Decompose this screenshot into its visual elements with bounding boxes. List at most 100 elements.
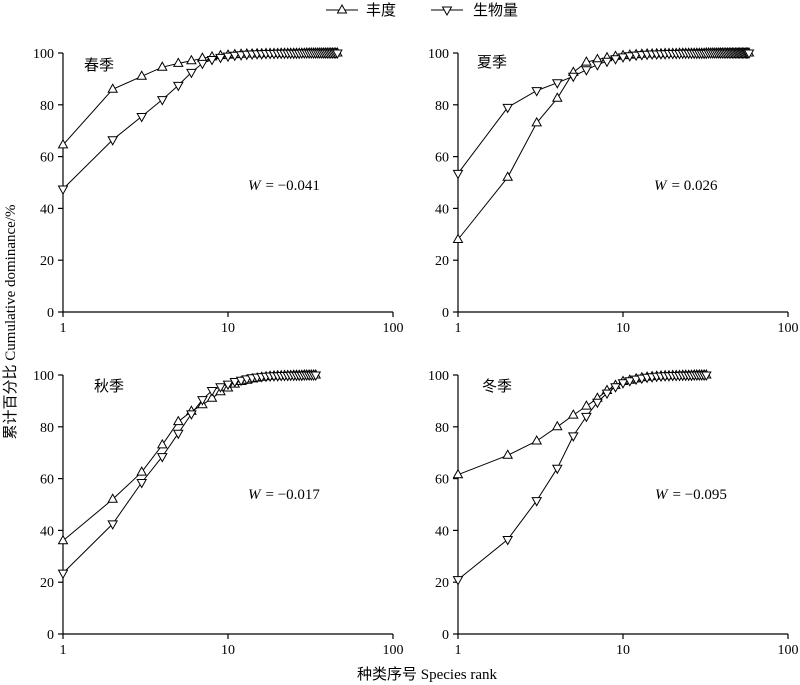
y-tick-label: 0 — [47, 306, 54, 321]
triangle-down-icon — [441, 6, 453, 17]
panel-title: 秋季 — [94, 377, 124, 395]
w-symbol: W — [655, 487, 669, 503]
abundance-marker — [452, 468, 464, 479]
abundance-line — [62, 374, 316, 542]
w-statistic: W = −0.041 — [248, 178, 320, 194]
biomass-marker — [229, 51, 241, 62]
biomass-marker — [222, 52, 234, 63]
biomass-marker — [551, 464, 563, 475]
biomass-marker — [743, 49, 755, 60]
abundance-marker — [186, 54, 197, 65]
biomass-marker — [332, 49, 343, 60]
biomass-marker — [581, 412, 592, 423]
series-abundance — [57, 368, 322, 545]
y-tick-label: 100 — [428, 369, 449, 384]
abundance-marker — [172, 415, 184, 426]
biomass-marker — [57, 569, 69, 580]
y-tick-label: 60 — [435, 473, 449, 488]
abundance-marker — [531, 116, 543, 127]
y-tick-label: 0 — [47, 628, 54, 643]
x-tick-label: 10 — [616, 643, 630, 658]
abundance-marker — [502, 449, 514, 459]
y-tick-label: 100 — [33, 47, 54, 62]
abundance-marker — [206, 392, 218, 402]
x-tick-label: 1 — [455, 643, 462, 658]
panel-autumn: 0 20 40 60 80 100 1 10 100 秋季 W = −0.017 — [33, 368, 404, 658]
x-tick-label: 10 — [221, 321, 235, 336]
x-tick-label: 100 — [778, 643, 799, 658]
biomass-marker — [136, 479, 148, 489]
biomass-marker — [206, 387, 218, 397]
abundance-line — [457, 52, 749, 240]
biomass-line — [457, 374, 707, 580]
biomass-marker — [592, 61, 603, 71]
biomass-marker — [215, 53, 226, 64]
y-tick-label: 0 — [442, 628, 449, 643]
biomass-marker — [502, 536, 514, 546]
w-symbol: W — [654, 178, 668, 194]
y-axis-title: 累计百分比 Cumulative dominance/% — [2, 205, 19, 440]
abundance-marker — [551, 420, 563, 431]
biomass-marker — [107, 136, 119, 146]
w-symbol: W — [248, 178, 262, 194]
biomass-line — [62, 374, 316, 574]
abundance-marker — [452, 233, 464, 243]
biomass-marker — [502, 103, 514, 114]
biomass-marker — [235, 376, 247, 387]
x-tick-label: 100 — [778, 321, 799, 336]
y-tick-label: 60 — [435, 151, 449, 166]
biomass-marker — [567, 72, 579, 83]
panel-spring: 0 20 40 60 80 100 1 10 100 春季 W = −0.041 — [33, 46, 404, 336]
biomass-marker — [610, 383, 621, 393]
abundance-marker — [156, 438, 168, 449]
biomass-marker — [136, 113, 148, 123]
y-tick-label: 20 — [40, 576, 54, 591]
abundance-marker — [502, 171, 514, 181]
y-tick-label: 80 — [435, 421, 449, 436]
series-biomass — [452, 49, 755, 180]
series-biomass — [57, 371, 322, 580]
y-tick-label: 80 — [40, 99, 54, 114]
biomass-marker — [630, 375, 642, 386]
w-statistic: W = −0.017 — [248, 487, 320, 503]
x-tick-label: 10 — [221, 643, 235, 658]
panel-title: 冬季 — [482, 377, 512, 395]
abundance-marker — [107, 83, 119, 93]
x-tick-label: 1 — [60, 643, 67, 658]
series-biomass — [57, 49, 343, 196]
biomass-marker — [172, 81, 184, 92]
w-statistic: W = 0.026 — [654, 178, 718, 194]
biomass-marker — [156, 453, 168, 463]
w-value: = 0.026 — [672, 178, 718, 194]
series-abundance — [452, 46, 755, 243]
y-tick-label: 20 — [40, 254, 54, 269]
y-tick-label: 40 — [40, 202, 54, 217]
legend: 丰度 生物量 — [326, 1, 518, 19]
y-tick-label: 40 — [435, 524, 449, 539]
biomass-marker — [186, 68, 197, 79]
w-symbol: W — [248, 487, 262, 503]
abundance-marker — [172, 57, 184, 67]
biomass-marker — [229, 378, 241, 388]
biomass-marker — [452, 169, 464, 180]
biomass-marker — [197, 59, 208, 70]
biomass-marker — [592, 398, 603, 409]
series-biomass — [452, 371, 712, 586]
biomass-marker — [617, 379, 629, 389]
abundance-marker — [156, 61, 168, 71]
biomass-marker — [197, 396, 208, 406]
w-value: = −0.041 — [266, 178, 320, 194]
x-tick-label: 100 — [383, 643, 404, 658]
biomass-marker — [172, 429, 184, 440]
panel-title: 夏季 — [477, 53, 507, 71]
biomass-marker — [601, 57, 613, 68]
abundance-marker — [531, 434, 543, 445]
biomass-marker — [624, 377, 636, 387]
biomass-marker — [700, 371, 712, 382]
abundance-marker — [136, 466, 148, 476]
biomass-marker — [531, 87, 543, 97]
x-axis-title: 种类序号 Species rank — [357, 666, 497, 683]
panel-title: 春季 — [84, 56, 114, 74]
